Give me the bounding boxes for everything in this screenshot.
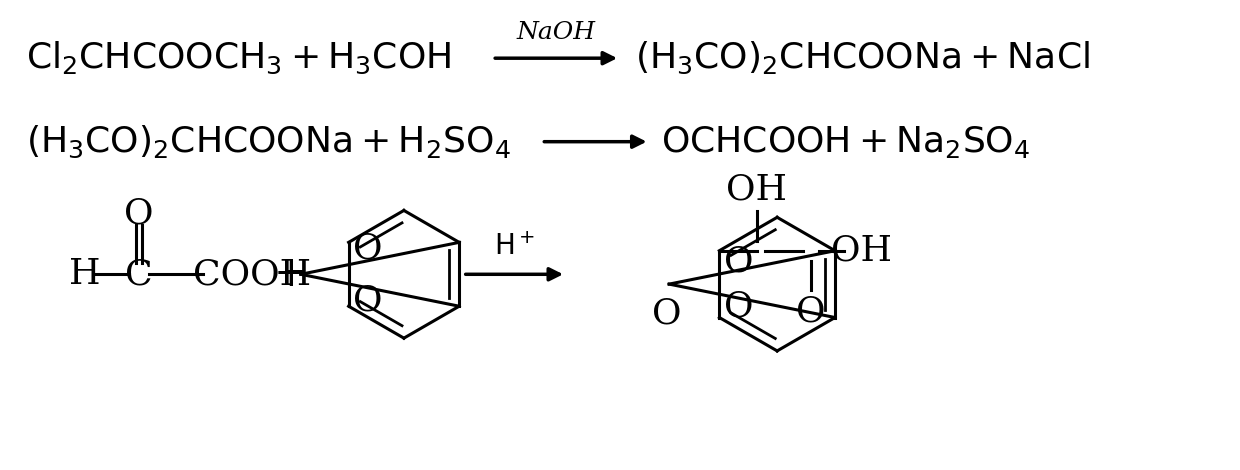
Text: O: O <box>353 283 383 317</box>
Text: COOH: COOH <box>192 257 311 291</box>
Text: O: O <box>652 297 682 330</box>
Text: $\rm (H_3CO)_2CHCOONa+H_2SO_4$: $\rm (H_3CO)_2CHCOONa+H_2SO_4$ <box>26 124 511 160</box>
Text: O: O <box>796 295 826 329</box>
Text: $\rm H^+$: $\rm H^+$ <box>494 233 534 260</box>
Text: O: O <box>124 196 154 230</box>
Text: $\rm OCHCOOH+Na_2SO_4$: $\rm OCHCOOH+Na_2SO_4$ <box>661 124 1030 160</box>
Text: NaOH: NaOH <box>517 22 595 45</box>
Text: O: O <box>724 244 753 279</box>
Text: H: H <box>69 257 100 291</box>
Text: O: O <box>724 290 753 324</box>
Text: $\rm (H_3CO)_2CHCOONa+NaCl$: $\rm (H_3CO)_2CHCOONa+NaCl$ <box>635 40 1090 76</box>
Text: O: O <box>353 232 383 266</box>
Text: OH: OH <box>727 173 787 207</box>
Text: +: + <box>274 253 309 295</box>
Text: $\rm Cl_2CHCOOCH_3+H_3COH$: $\rm Cl_2CHCOOCH_3+H_3COH$ <box>26 40 451 76</box>
Text: OH: OH <box>831 234 893 268</box>
Text: C: C <box>125 257 153 291</box>
